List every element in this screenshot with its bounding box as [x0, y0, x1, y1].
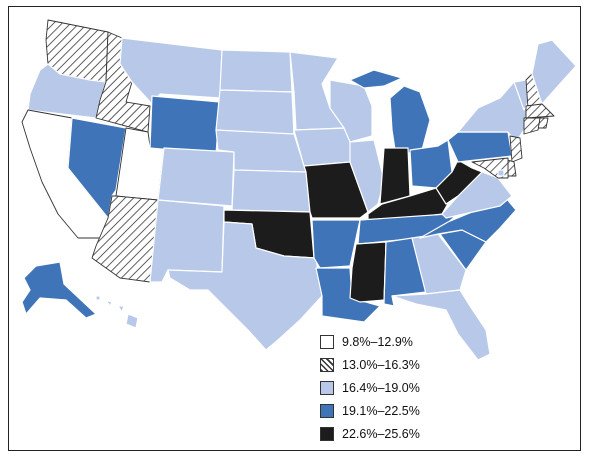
state-WY[interactable]	[149, 95, 221, 155]
legend-item: 16.4%–19.0%	[320, 376, 480, 399]
state-ND[interactable]	[219, 49, 293, 93]
state-SD[interactable]	[215, 89, 295, 137]
state-KS[interactable]	[231, 169, 311, 213]
state-MT[interactable]	[119, 37, 223, 105]
legend: 9.8%–12.9% 13.0%–16.3% 16.4%–19.0% 19.1%–22…	[320, 330, 480, 445]
legend-label: 9.8%–12.9%	[342, 334, 413, 349]
legend-label: 22.6%–25.6%	[342, 426, 420, 441]
legend-label: 16.4%–19.0%	[342, 380, 420, 395]
state-NM[interactable]	[149, 199, 225, 283]
state-CO[interactable]	[157, 147, 235, 207]
state-NJ[interactable]	[509, 135, 523, 163]
legend-item: 19.1%–22.5%	[320, 399, 480, 422]
state-HI[interactable]	[95, 295, 139, 329]
legend-label: 13.0%–16.3%	[342, 357, 420, 372]
legend-swatch	[320, 380, 334, 395]
state-WV[interactable]	[435, 159, 483, 205]
legend-swatch	[320, 426, 334, 441]
legend-item: 9.8%–12.9%	[320, 330, 480, 353]
state-MI[interactable]	[349, 69, 431, 157]
legend-item: 22.6%–25.6%	[320, 422, 480, 445]
legend-swatch	[320, 403, 334, 418]
legend-swatch	[320, 334, 334, 349]
legend-swatch	[320, 357, 334, 372]
state-NC[interactable]	[419, 197, 517, 243]
state-ME[interactable]	[531, 39, 577, 105]
state-TX[interactable]	[167, 221, 323, 351]
state-MA[interactable]	[525, 103, 555, 119]
state-FL[interactable]	[391, 289, 491, 361]
state-AR[interactable]	[311, 219, 361, 269]
state-MS[interactable]	[349, 241, 387, 303]
legend-label: 19.1%–22.5%	[342, 403, 420, 418]
state-AK[interactable]	[21, 261, 97, 319]
legend-item: 13.0%–16.3%	[320, 353, 480, 376]
state-DC[interactable]	[497, 169, 505, 177]
state-LA[interactable]	[315, 267, 381, 323]
state-CT[interactable]	[523, 117, 541, 135]
state-IN[interactable]	[379, 147, 411, 205]
state-DE[interactable]	[507, 159, 517, 177]
state-IL[interactable]	[349, 139, 385, 213]
state-WI[interactable]	[329, 79, 373, 143]
state-PA[interactable]	[447, 131, 513, 163]
